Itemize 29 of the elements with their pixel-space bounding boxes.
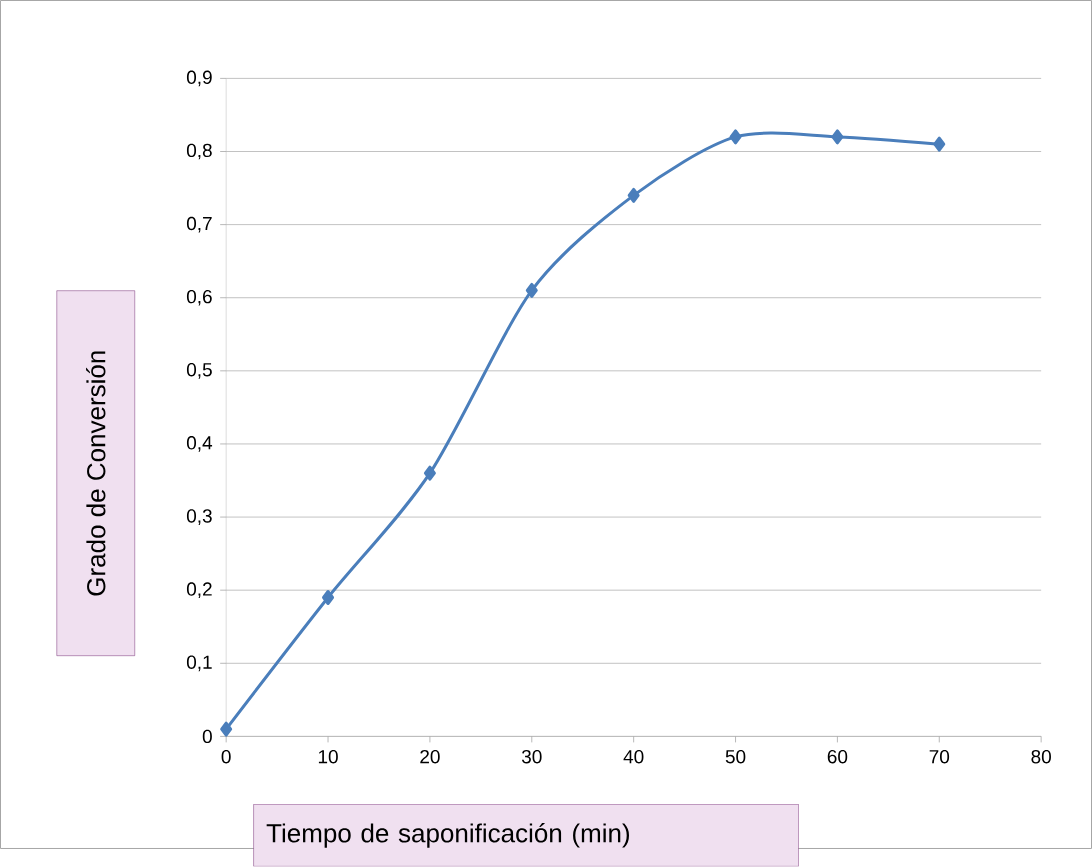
x-tick-label: 50 <box>725 750 746 764</box>
y-tick-label: 0,7 <box>186 216 212 233</box>
point <box>423 465 436 481</box>
y-tick-label: 0,1 <box>186 655 212 672</box>
point <box>831 129 844 145</box>
x-tick-label: 70 <box>929 750 950 764</box>
point <box>322 590 335 606</box>
point <box>220 721 233 737</box>
point <box>729 129 742 145</box>
x-tick-label: 20 <box>420 750 440 764</box>
y-tick-label: 0,9 <box>186 70 212 87</box>
y-tick-label: 0,6 <box>186 290 212 306</box>
x-tick-label: 30 <box>521 750 542 764</box>
y-tick-label: 0,2 <box>186 582 212 599</box>
point <box>525 283 538 299</box>
y-tick-label: 0 <box>202 729 212 744</box>
y-tick-label: 0,5 <box>186 363 212 379</box>
x-tick-label: 60 <box>827 750 848 764</box>
point <box>627 188 640 204</box>
x-axis-title: Tiempo de saponificación (min) <box>266 823 629 848</box>
point <box>933 136 946 152</box>
y-tick-label: 0,4 <box>186 436 213 453</box>
y-tick-label: 0,8 <box>186 143 212 160</box>
x-tick-label: 0 <box>221 750 231 764</box>
y-tick-label: 0,3 <box>186 509 212 526</box>
x-tick-label: 10 <box>318 750 338 764</box>
x-tick-label: 80 <box>1031 750 1051 764</box>
x-tick-label: 40 <box>623 750 644 764</box>
y-axis-title: Grado de Conversión <box>86 351 106 596</box>
